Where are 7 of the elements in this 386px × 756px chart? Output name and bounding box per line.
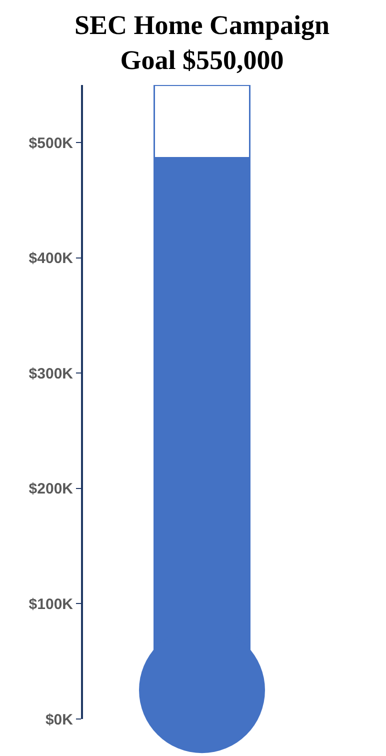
y-tick-label: $400K [28,250,74,268]
y-tick-label: $300K [28,365,74,382]
y-tick-label: $500K [28,134,74,152]
y-tick-label: $0K [45,711,74,728]
y-tick-label: $100K [28,596,74,613]
y-tick-label: $200K [28,480,74,498]
chart-title: SEC Home Campaign Goal $550,000 [74,10,330,76]
